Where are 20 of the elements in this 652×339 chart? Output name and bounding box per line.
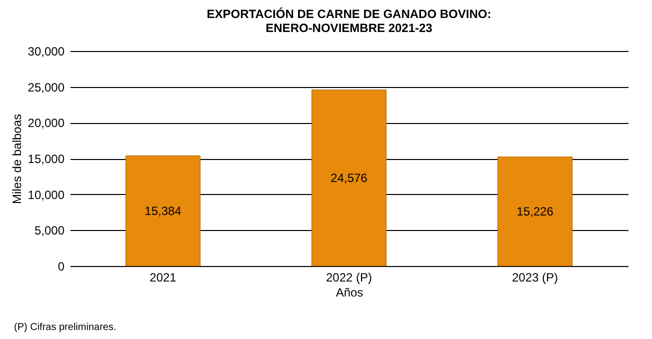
y-tick-label: 0 [58, 260, 65, 274]
text: (P) Cifras preliminares. [14, 322, 116, 333]
bar [498, 156, 572, 266]
y-tick-label: 5,000 [34, 224, 65, 238]
y-tick-label: 10,000 [28, 188, 65, 202]
chart-title: EXPORTACIÓN DE CARNE DE GANADO BOVINO: ENERO-NOVIEMBRE 2021-23 [206, 7, 492, 35]
x-tick-label: 2023 (P) [512, 270, 558, 284]
y-tick-label: 30,000 [28, 44, 65, 58]
bar [126, 156, 200, 266]
bar [312, 90, 386, 266]
x-axis-title: Años [336, 286, 364, 300]
y-axis-title: Miles de balboas [10, 114, 24, 204]
data-label: 15,226 [516, 204, 554, 218]
y-tick-label: 20,000 [28, 116, 65, 130]
x-tick-label: 2021 [150, 270, 177, 284]
y-tick-label: 25,000 [28, 80, 65, 94]
data-label: 15,384 [144, 204, 182, 218]
x-tick-label: 2022 (P) [326, 270, 372, 284]
data-label: 24,576 [330, 170, 368, 185]
y-tick-label: 15,000 [28, 152, 65, 166]
